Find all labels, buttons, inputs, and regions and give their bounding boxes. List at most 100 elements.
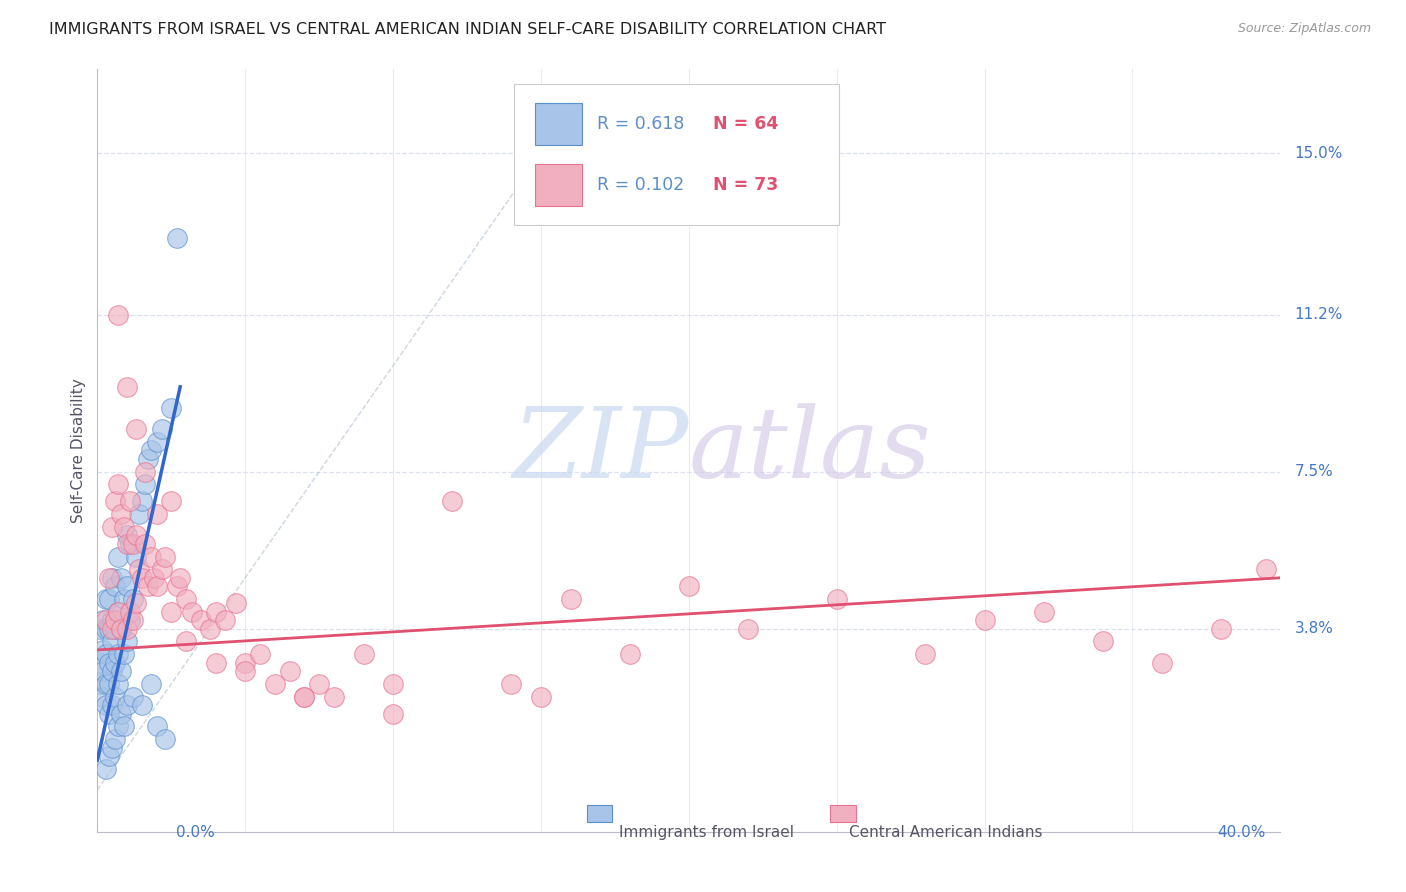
Text: N = 73: N = 73 — [713, 177, 778, 194]
Point — [98, 656, 121, 670]
Text: IMMIGRANTS FROM ISRAEL VS CENTRAL AMERICAN INDIAN SELF-CARE DISABILITY CORRELATI: IMMIGRANTS FROM ISRAEL VS CENTRAL AMERIC… — [49, 22, 886, 37]
Point — [104, 690, 127, 704]
Point — [263, 677, 285, 691]
Point — [118, 494, 141, 508]
Point — [89, 622, 111, 636]
Point — [166, 231, 188, 245]
Text: 40.0%: 40.0% — [1218, 825, 1265, 840]
Point — [121, 613, 143, 627]
Point — [110, 664, 132, 678]
Point — [107, 605, 129, 619]
Point — [128, 562, 150, 576]
Point — [121, 537, 143, 551]
Point — [107, 477, 129, 491]
Point — [292, 690, 315, 704]
Point — [139, 549, 162, 564]
Point — [160, 605, 183, 619]
Point — [96, 698, 118, 712]
Point — [104, 494, 127, 508]
Point — [152, 562, 174, 576]
Point — [101, 613, 124, 627]
Point — [136, 579, 159, 593]
Point — [101, 740, 124, 755]
Point — [98, 622, 121, 636]
Point — [118, 537, 141, 551]
Point — [198, 622, 221, 636]
Point — [125, 422, 148, 436]
Point — [1091, 634, 1114, 648]
Point — [89, 677, 111, 691]
Point — [107, 308, 129, 322]
Point — [249, 647, 271, 661]
Point — [98, 749, 121, 764]
Point — [89, 656, 111, 670]
Point — [160, 494, 183, 508]
Text: N = 64: N = 64 — [713, 115, 778, 133]
Point — [118, 605, 141, 619]
Point — [204, 605, 226, 619]
Text: atlas: atlas — [689, 403, 932, 498]
Point — [134, 477, 156, 491]
Text: R = 0.618: R = 0.618 — [596, 115, 683, 133]
FancyBboxPatch shape — [536, 164, 582, 206]
Point — [136, 452, 159, 467]
Point — [174, 592, 197, 607]
Point — [118, 613, 141, 627]
Point — [278, 664, 301, 678]
Point — [1032, 605, 1054, 619]
Point — [678, 579, 700, 593]
Point — [110, 571, 132, 585]
Text: 0.0%: 0.0% — [176, 825, 215, 840]
Point — [107, 677, 129, 691]
Point — [104, 732, 127, 747]
Point — [96, 647, 118, 661]
Point — [91, 643, 114, 657]
Point — [530, 690, 553, 704]
Point — [145, 507, 167, 521]
Point — [96, 762, 118, 776]
Point — [121, 690, 143, 704]
Point — [110, 706, 132, 721]
Point — [145, 579, 167, 593]
Point — [115, 579, 138, 593]
Point — [160, 401, 183, 415]
Point — [128, 507, 150, 521]
Point — [101, 634, 124, 648]
Point — [101, 520, 124, 534]
Point — [131, 494, 153, 508]
Text: ZIP: ZIP — [513, 403, 689, 498]
Point — [134, 465, 156, 479]
Point — [101, 571, 124, 585]
Point — [825, 592, 848, 607]
Point — [233, 656, 256, 670]
Point — [107, 647, 129, 661]
Point — [181, 605, 204, 619]
Text: 15.0%: 15.0% — [1295, 146, 1343, 161]
Point — [155, 549, 177, 564]
Point — [112, 647, 135, 661]
Point — [914, 647, 936, 661]
Point — [737, 622, 759, 636]
Point — [142, 571, 165, 585]
Point — [96, 613, 118, 627]
Point — [115, 528, 138, 542]
Text: Central American Indians: Central American Indians — [849, 825, 1042, 840]
Point — [104, 656, 127, 670]
Point — [152, 422, 174, 436]
Point — [166, 579, 188, 593]
Text: 3.8%: 3.8% — [1295, 621, 1333, 636]
Point — [110, 622, 132, 636]
Point — [382, 677, 405, 691]
Point — [107, 605, 129, 619]
Point — [145, 434, 167, 449]
Point — [382, 706, 405, 721]
Point — [190, 613, 212, 627]
Point — [131, 698, 153, 712]
Point — [91, 664, 114, 678]
Point — [560, 592, 582, 607]
Point — [1150, 656, 1173, 670]
Point — [104, 579, 127, 593]
Point — [104, 613, 127, 627]
FancyBboxPatch shape — [513, 84, 839, 225]
Point — [110, 622, 132, 636]
